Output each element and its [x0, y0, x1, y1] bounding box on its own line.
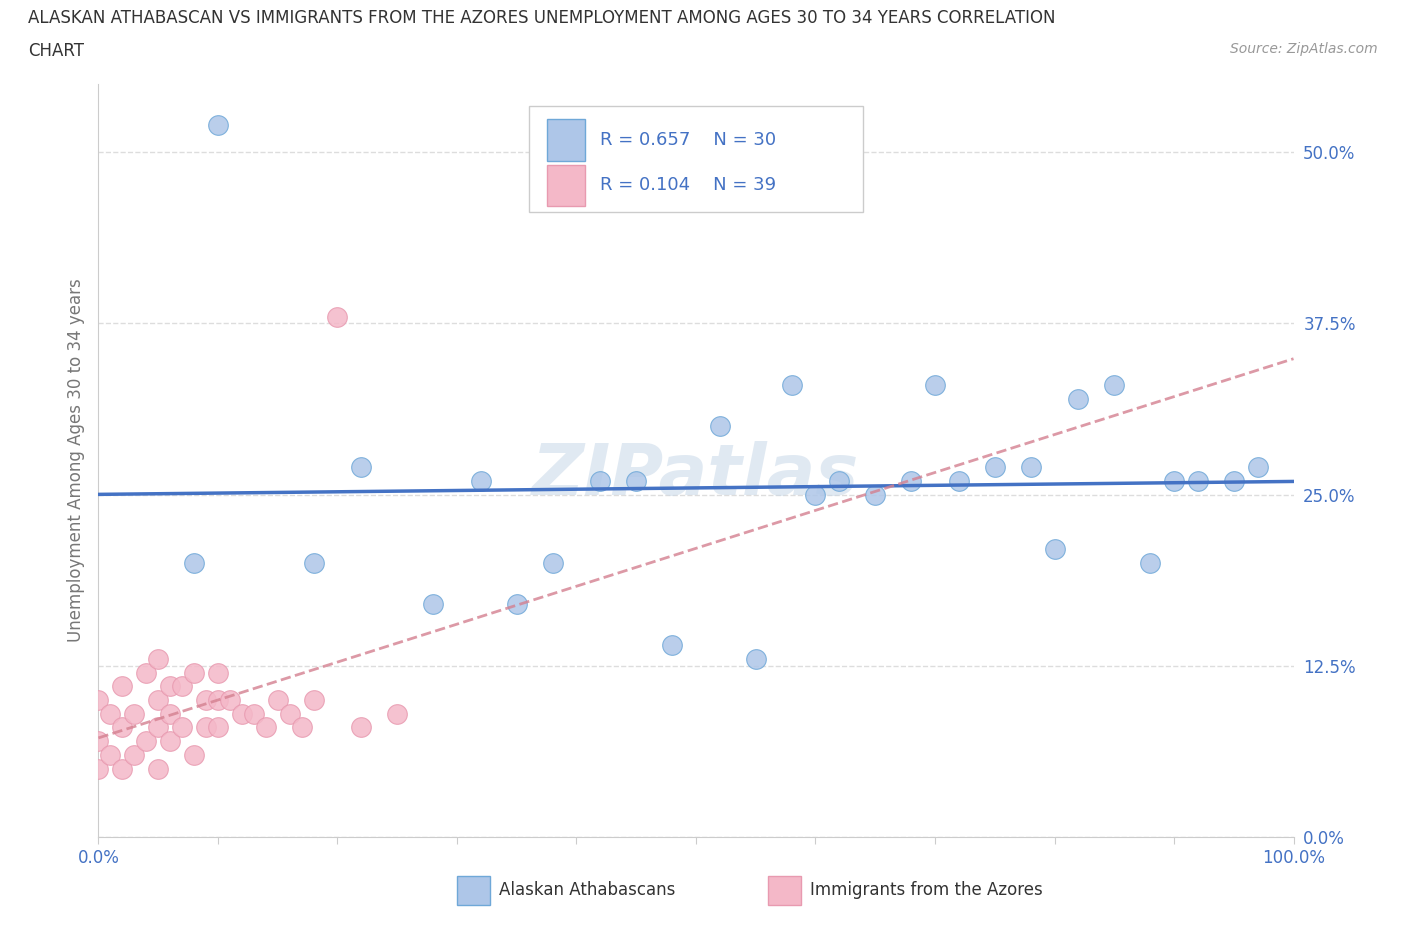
Point — [470, 473, 492, 488]
Point — [135, 665, 157, 680]
Point — [1247, 459, 1270, 474]
Point — [219, 693, 242, 708]
Point — [207, 720, 229, 735]
Point — [183, 748, 205, 763]
Point — [828, 473, 851, 488]
Point — [148, 652, 170, 667]
Point — [302, 555, 325, 570]
Text: R = 0.104    N = 39: R = 0.104 N = 39 — [600, 177, 776, 194]
Text: R = 0.657    N = 30: R = 0.657 N = 30 — [600, 131, 776, 149]
Point — [422, 597, 444, 612]
Point — [98, 706, 122, 721]
Point — [541, 555, 564, 570]
Point — [506, 597, 529, 612]
Point — [148, 720, 170, 735]
Point — [626, 473, 648, 488]
Point — [148, 693, 170, 708]
Point — [124, 748, 146, 763]
Point — [302, 693, 325, 708]
Point — [350, 459, 373, 474]
Point — [661, 638, 683, 653]
Y-axis label: Unemployment Among Ages 30 to 34 years: Unemployment Among Ages 30 to 34 years — [66, 278, 84, 643]
Point — [1223, 473, 1246, 488]
Point — [1019, 459, 1042, 474]
Point — [278, 706, 301, 721]
Point — [231, 706, 253, 721]
Text: Source: ZipAtlas.com: Source: ZipAtlas.com — [1230, 42, 1378, 56]
Point — [159, 706, 181, 721]
Point — [1163, 473, 1185, 488]
Text: CHART: CHART — [28, 42, 84, 60]
Point — [124, 706, 146, 721]
Point — [159, 679, 181, 694]
Point — [207, 665, 229, 680]
FancyBboxPatch shape — [768, 876, 801, 905]
Point — [948, 473, 970, 488]
FancyBboxPatch shape — [529, 106, 863, 212]
Point — [111, 761, 134, 776]
FancyBboxPatch shape — [457, 876, 491, 905]
Point — [900, 473, 922, 488]
Point — [780, 378, 803, 392]
Point — [385, 706, 409, 721]
Point — [291, 720, 314, 735]
Point — [865, 487, 887, 502]
Point — [1043, 542, 1066, 557]
Point — [87, 761, 110, 776]
Point — [207, 693, 229, 708]
Point — [1104, 378, 1126, 392]
Point — [350, 720, 373, 735]
Point — [254, 720, 277, 735]
Point — [207, 117, 229, 132]
Point — [1067, 392, 1090, 406]
Text: ALASKAN ATHABASCAN VS IMMIGRANTS FROM THE AZORES UNEMPLOYMENT AMONG AGES 30 TO 3: ALASKAN ATHABASCAN VS IMMIGRANTS FROM TH… — [28, 9, 1056, 27]
Point — [804, 487, 827, 502]
Point — [709, 418, 731, 433]
Point — [1139, 555, 1161, 570]
FancyBboxPatch shape — [547, 119, 585, 161]
Point — [745, 652, 768, 667]
Point — [135, 734, 157, 749]
Point — [1187, 473, 1209, 488]
Point — [148, 761, 170, 776]
Point — [243, 706, 266, 721]
Point — [87, 693, 110, 708]
Point — [111, 679, 134, 694]
Point — [159, 734, 181, 749]
Point — [183, 665, 205, 680]
Point — [172, 679, 194, 694]
Point — [98, 748, 122, 763]
Point — [172, 720, 194, 735]
FancyBboxPatch shape — [547, 165, 585, 206]
Point — [195, 720, 218, 735]
Point — [87, 734, 110, 749]
Point — [195, 693, 218, 708]
Point — [589, 473, 612, 488]
Point — [984, 459, 1007, 474]
Point — [924, 378, 946, 392]
Point — [326, 309, 349, 324]
Point — [183, 555, 205, 570]
Text: Immigrants from the Azores: Immigrants from the Azores — [810, 881, 1042, 898]
Text: ZIPatlas: ZIPatlas — [533, 441, 859, 510]
Point — [111, 720, 134, 735]
Text: Alaskan Athabascans: Alaskan Athabascans — [499, 881, 675, 898]
Point — [267, 693, 290, 708]
